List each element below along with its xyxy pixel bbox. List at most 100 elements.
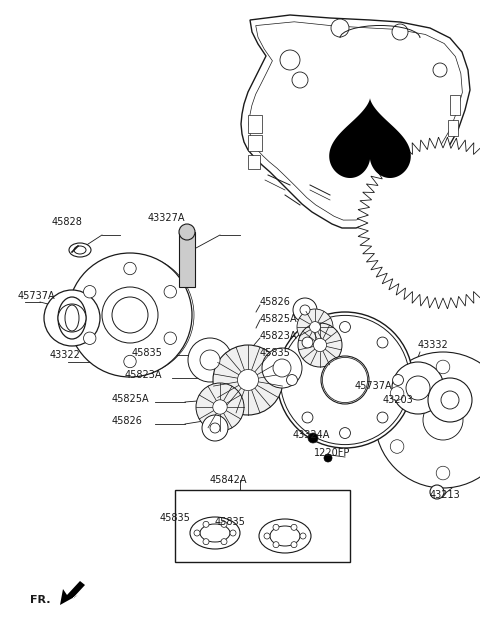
Bar	[175, 490, 350, 562]
Text: 45835: 45835	[160, 513, 191, 523]
Circle shape	[277, 312, 413, 448]
Circle shape	[196, 383, 244, 431]
Circle shape	[390, 386, 404, 401]
Circle shape	[313, 338, 326, 352]
Bar	[450, 95, 460, 115]
Bar	[179, 232, 195, 287]
Circle shape	[297, 309, 333, 345]
Circle shape	[58, 304, 86, 332]
Circle shape	[188, 338, 232, 382]
Circle shape	[164, 285, 177, 298]
Circle shape	[428, 378, 472, 422]
Circle shape	[436, 466, 450, 480]
Circle shape	[298, 323, 342, 367]
Circle shape	[302, 412, 313, 423]
Polygon shape	[329, 98, 411, 178]
Circle shape	[203, 521, 209, 527]
Circle shape	[406, 376, 430, 400]
Circle shape	[393, 375, 404, 385]
Ellipse shape	[69, 243, 91, 257]
Text: 43324A: 43324A	[293, 430, 330, 440]
Circle shape	[264, 533, 270, 539]
Circle shape	[194, 530, 200, 536]
Circle shape	[68, 253, 192, 377]
Circle shape	[273, 524, 279, 530]
Circle shape	[331, 19, 349, 37]
Text: 1220FP: 1220FP	[314, 448, 350, 458]
Circle shape	[238, 370, 259, 390]
Circle shape	[339, 428, 350, 439]
Text: 45826: 45826	[260, 297, 291, 307]
Circle shape	[377, 412, 388, 423]
Circle shape	[210, 423, 220, 433]
Circle shape	[441, 391, 459, 409]
Circle shape	[423, 400, 463, 440]
Circle shape	[291, 524, 297, 530]
Circle shape	[392, 362, 444, 414]
Ellipse shape	[65, 305, 79, 331]
Circle shape	[273, 541, 279, 548]
Circle shape	[339, 322, 350, 332]
Ellipse shape	[270, 526, 300, 546]
Text: 45825A: 45825A	[260, 314, 298, 324]
Polygon shape	[241, 15, 470, 228]
Text: 43332: 43332	[418, 340, 449, 350]
Circle shape	[84, 332, 96, 345]
Bar	[448, 120, 458, 136]
Circle shape	[375, 352, 480, 488]
Circle shape	[262, 348, 302, 388]
Circle shape	[280, 316, 409, 444]
Text: 45835: 45835	[260, 348, 291, 358]
Circle shape	[112, 297, 148, 333]
Circle shape	[124, 356, 136, 368]
Text: 43322: 43322	[50, 350, 81, 360]
Circle shape	[323, 358, 368, 403]
Text: 45737A: 45737A	[18, 291, 56, 301]
Ellipse shape	[74, 246, 86, 254]
Polygon shape	[357, 137, 480, 309]
Text: 45823A: 45823A	[125, 370, 163, 380]
Bar	[248, 135, 262, 151]
Circle shape	[436, 360, 450, 374]
Circle shape	[221, 521, 227, 527]
Bar	[248, 115, 262, 133]
Ellipse shape	[200, 524, 230, 542]
Circle shape	[202, 415, 228, 441]
Circle shape	[293, 298, 317, 322]
Ellipse shape	[58, 297, 86, 339]
Circle shape	[300, 305, 310, 315]
Bar	[248, 155, 260, 169]
Circle shape	[102, 287, 158, 343]
Text: FR.: FR.	[30, 595, 50, 605]
Text: 43203: 43203	[383, 395, 414, 405]
Text: 45823A: 45823A	[260, 331, 298, 341]
Text: 45737A: 45737A	[355, 381, 393, 391]
Circle shape	[377, 337, 388, 348]
Circle shape	[200, 350, 220, 370]
Text: 45825A: 45825A	[112, 394, 150, 404]
Circle shape	[324, 454, 332, 462]
Circle shape	[221, 539, 227, 545]
Circle shape	[433, 63, 447, 77]
Circle shape	[44, 290, 100, 346]
Polygon shape	[60, 581, 85, 605]
Circle shape	[291, 541, 297, 548]
Circle shape	[203, 539, 209, 545]
Text: 43327A: 43327A	[148, 213, 185, 223]
Ellipse shape	[259, 519, 311, 553]
Circle shape	[308, 433, 318, 443]
Circle shape	[164, 332, 177, 345]
Circle shape	[292, 72, 308, 88]
Ellipse shape	[190, 517, 240, 549]
Circle shape	[287, 375, 298, 385]
Circle shape	[213, 345, 283, 415]
Circle shape	[230, 530, 236, 536]
Circle shape	[273, 359, 291, 377]
Circle shape	[213, 400, 227, 414]
Text: 45835: 45835	[215, 517, 246, 527]
Circle shape	[390, 440, 404, 453]
Circle shape	[302, 337, 313, 348]
Circle shape	[310, 322, 321, 332]
Text: 45826: 45826	[112, 416, 143, 426]
Circle shape	[300, 533, 306, 539]
